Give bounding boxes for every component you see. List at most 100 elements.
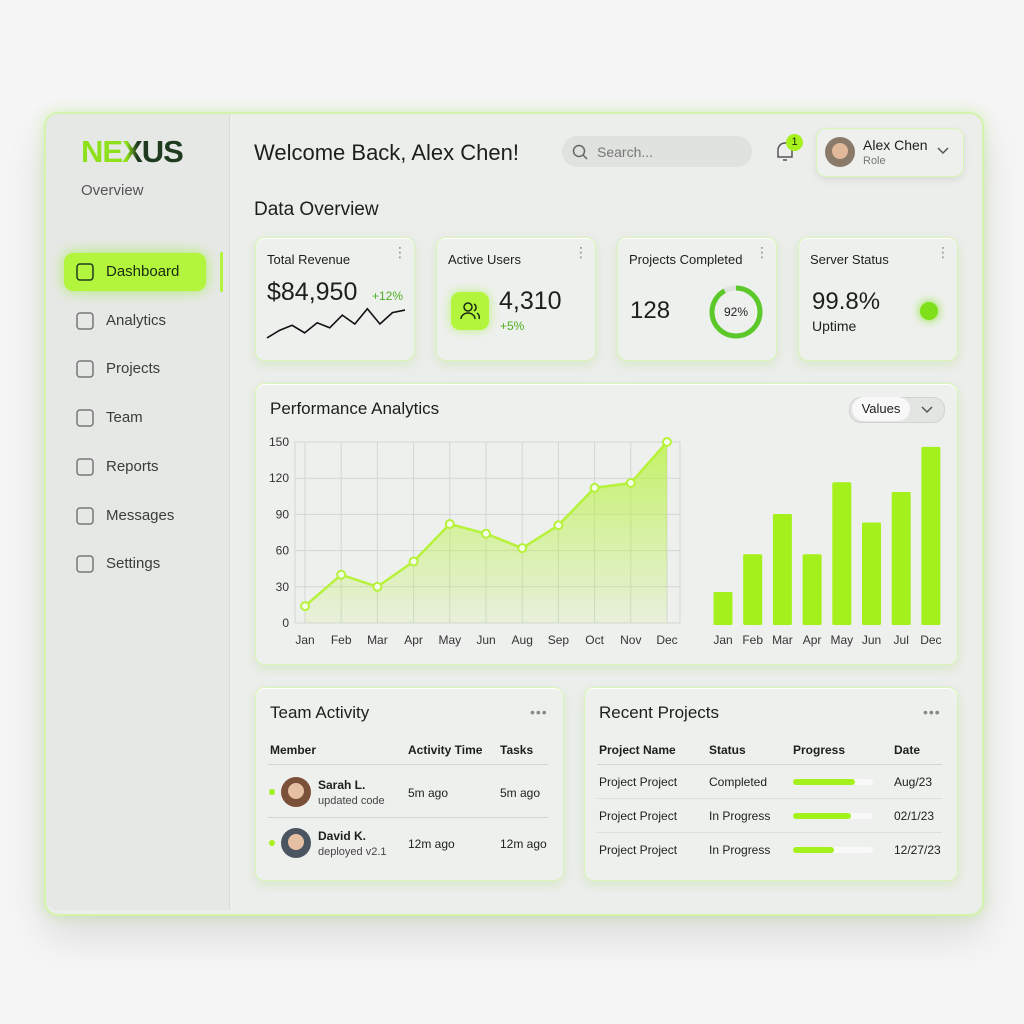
x-tick-label: May: [438, 633, 461, 647]
area: [305, 442, 667, 623]
performance-chart: 0 30 60 90 120 150 Jan Feb Mar Apr May Jun Aug Sep Oct…: [269, 435, 942, 647]
activity-time: 5m ago: [408, 786, 449, 800]
user-avatar: [825, 137, 855, 167]
card-menu[interactable]: •••: [530, 704, 548, 720]
nav-label: Reports: [106, 457, 159, 475]
search-box[interactable]: [562, 136, 752, 167]
project-date: Aug/23: [894, 775, 933, 789]
divider: [268, 817, 548, 818]
table-title: Team Activity: [270, 703, 370, 722]
project-name: Project Project: [599, 843, 678, 857]
kpi-value: 128: [630, 297, 671, 324]
point: [517, 543, 528, 554]
member-action: deployed v2.1: [318, 846, 387, 858]
x-tick-label: Jan: [713, 633, 732, 647]
icon-shape: [76, 555, 94, 573]
nav-icon: [76, 555, 94, 573]
nav-item[interactable]: [64, 253, 206, 291]
active-indicator: [220, 252, 223, 292]
project-name: Project Project: [599, 775, 678, 789]
member-action: updated code: [318, 795, 385, 807]
bar: [832, 482, 852, 625]
nav-icon: [76, 311, 94, 330]
y-tick-label: 0: [282, 616, 289, 630]
x-tick-label: Jun: [476, 633, 495, 647]
kpi-card: [617, 237, 777, 361]
kpi-title: Projects Completed: [629, 252, 743, 267]
search-placeholder: Search...: [597, 144, 654, 160]
point: [300, 601, 310, 612]
icon-shape: [582, 154, 588, 160]
x-tick-label: Mar: [367, 633, 388, 647]
sparkline-line: [266, 307, 406, 339]
x-tick-label: Apr: [803, 633, 822, 647]
x-tick-label: Dec: [920, 633, 941, 647]
user-name: Alex Chen: [863, 137, 928, 153]
icon-shape: [572, 144, 586, 158]
icon-shape: [937, 147, 949, 155]
chevron: [937, 147, 949, 155]
card-menu[interactable]: •••: [923, 704, 941, 720]
icon-shape: [76, 311, 94, 330]
brand: NEXUS: [81, 134, 184, 169]
bar: [862, 522, 881, 625]
nav-icon: [76, 506, 94, 525]
avatar-face: [288, 783, 304, 799]
column-header: Status: [709, 743, 746, 757]
activity-time: 12m ago: [408, 837, 455, 851]
x-tick-label: Dec: [656, 633, 677, 647]
icon-shape: [76, 360, 94, 379]
nav-label: Settings: [106, 555, 161, 573]
point: [444, 519, 455, 530]
column-header: Member: [270, 743, 317, 757]
column-header: Project Name: [599, 743, 676, 757]
icon-shape: [76, 263, 94, 281]
bar: [802, 554, 822, 625]
x-tick-label: Aug: [512, 633, 533, 647]
kpi-menu[interactable]: ⋮: [936, 245, 950, 259]
x-tick-label: Feb: [742, 633, 763, 647]
member-avatar: [281, 777, 311, 807]
nav-label: Messages: [106, 506, 175, 524]
nav-icon: [76, 360, 94, 379]
notification-badge[interactable]: 1: [786, 134, 803, 151]
chevron: [921, 406, 933, 414]
kpi-change: +5%: [500, 319, 525, 333]
bar: [713, 592, 733, 625]
bar: [772, 513, 792, 625]
kpi-value: $84,950: [267, 278, 358, 306]
project-date: 12/27/23: [894, 843, 941, 857]
table-title: Recent Projects: [599, 703, 719, 722]
y-tick-label: 150: [269, 435, 289, 449]
status-dot: [920, 302, 938, 320]
project-status: In Progress: [709, 843, 771, 857]
kpi-title: Server Status: [810, 252, 889, 267]
member-avatar: [281, 828, 311, 858]
search-icon: [572, 144, 588, 160]
avatar-face: [288, 834, 304, 850]
brand-subtitle: Overview: [81, 182, 144, 199]
kpi-value: 99.8%: [812, 288, 881, 315]
member-name: David K.: [318, 829, 367, 843]
point: [589, 482, 600, 493]
kpi-menu[interactable]: ⋮: [393, 245, 407, 259]
progress-bar: [793, 813, 851, 819]
kpi-title: Total Revenue: [267, 252, 351, 267]
page-title: Welcome Back, Alex Chen!: [254, 140, 519, 165]
member-name: Sarah L.: [318, 778, 366, 792]
project-status: Completed: [709, 775, 768, 789]
kpi-menu[interactable]: ⋮: [574, 245, 588, 259]
x-tick-label: Nov: [620, 633, 641, 647]
x-tick-label: Oct: [585, 633, 604, 647]
progress-bar: [793, 779, 856, 785]
status-dot: [269, 789, 275, 795]
kpi-menu[interactable]: ⋮: [755, 245, 769, 259]
x-tick-label: Feb: [331, 633, 352, 647]
activity-tasks: 12m ago: [500, 837, 547, 851]
divider: [597, 832, 942, 833]
icon-shape: [460, 303, 481, 320]
column-header: Progress: [793, 743, 846, 757]
bar: [743, 554, 763, 625]
y-tick-label: 30: [276, 580, 290, 594]
activity-tasks: 5m ago: [500, 786, 541, 800]
